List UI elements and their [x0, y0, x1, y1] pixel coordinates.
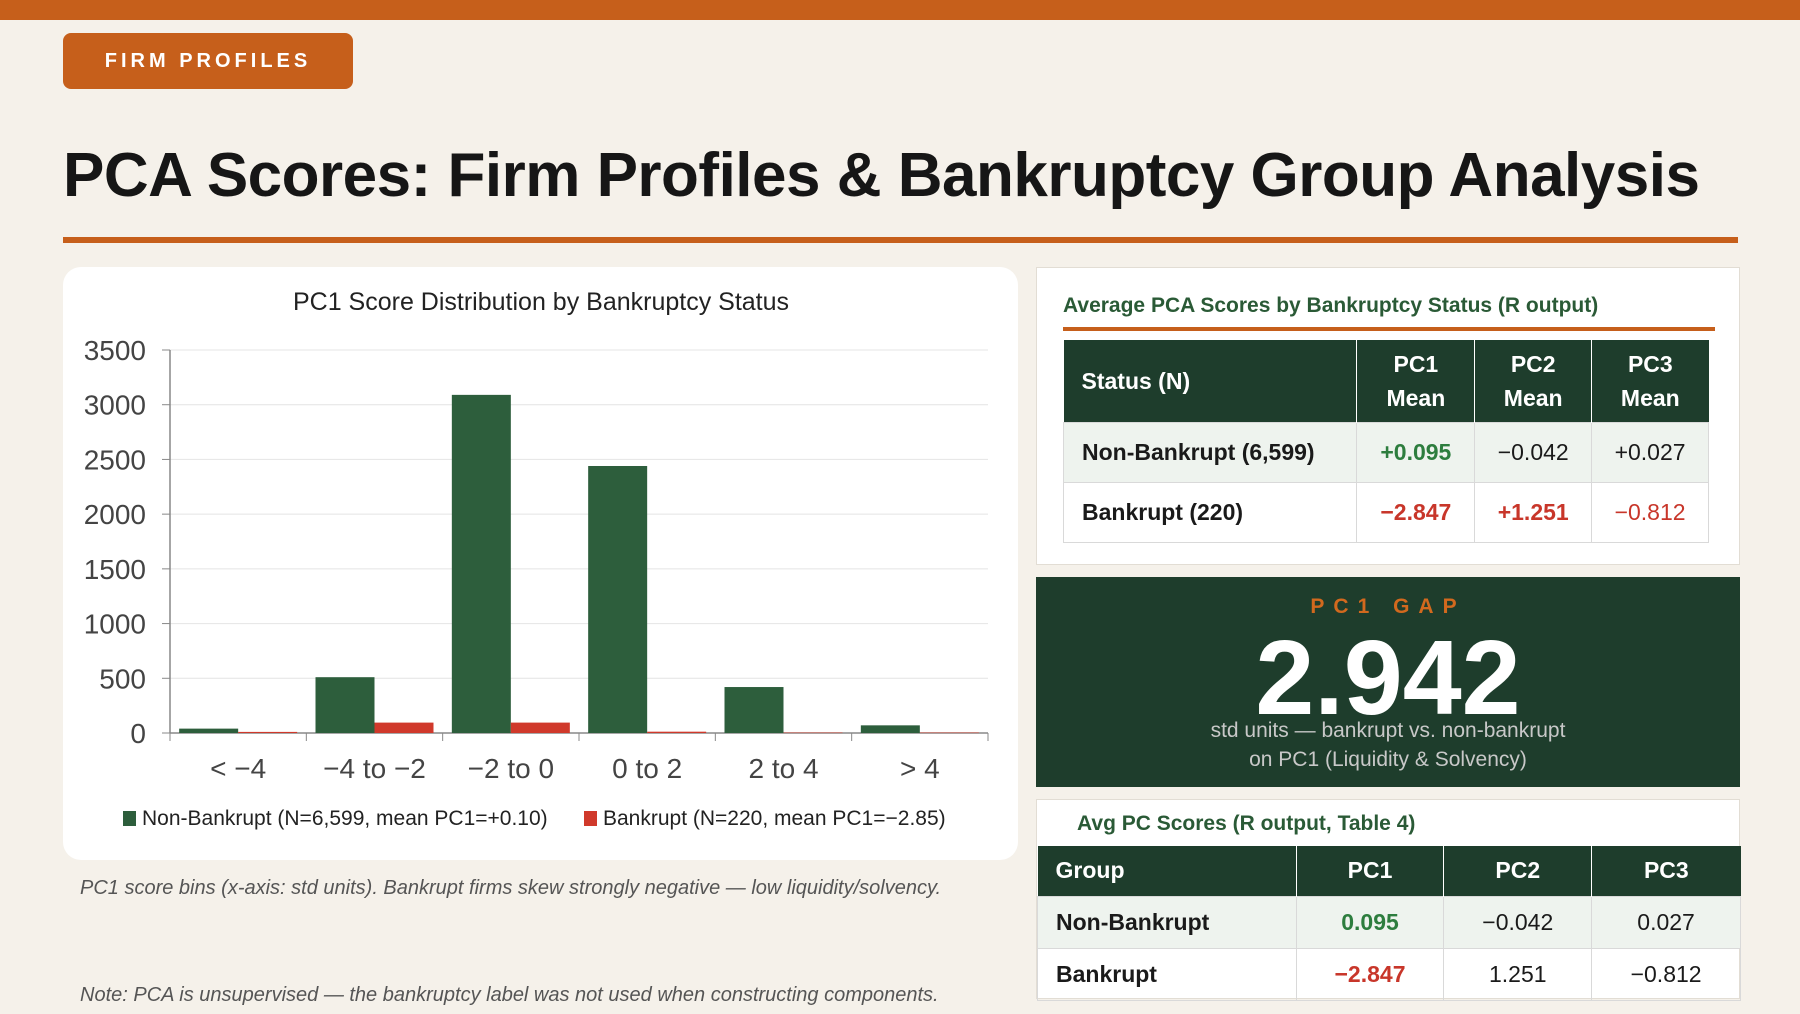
- y-tick-label: 0: [130, 718, 146, 749]
- table-row: Non-Bankrupt (6,599) +0.095 −0.042 +0.02…: [1062, 421, 1709, 483]
- cell-value: +1.251: [1474, 481, 1593, 543]
- cell-value: 1.251: [1443, 947, 1593, 1001]
- chart-card: PC1 Score Distribution by Bankruptcy Sta…: [63, 267, 1018, 860]
- table-header-row: Status (N) PC1 Mean PC2 Mean PC3 Mean: [1063, 340, 1709, 422]
- bar-bankrupt: [783, 732, 843, 734]
- bar-bankrupt: [374, 722, 434, 733]
- y-tick-label: 1500: [84, 554, 146, 585]
- cell-value: −0.042: [1474, 421, 1593, 483]
- x-tick-label: 0 to 2: [612, 753, 682, 784]
- bar-non-bankrupt: [588, 465, 648, 733]
- bar-non-bankrupt: [724, 687, 784, 733]
- table4-title: Avg PC Scores (R output, Table 4): [1077, 812, 1416, 835]
- x-tick-label: > 4: [900, 753, 940, 784]
- avg-scores-title: Average PCA Scores by Bankruptcy Status …: [1063, 294, 1599, 317]
- bar-bankrupt: [510, 722, 570, 733]
- cell-value: −0.812: [1591, 481, 1709, 543]
- y-tick-label: 3000: [84, 390, 146, 421]
- table4-card: Avg PC Scores (R output, Table 4) Group …: [1036, 799, 1741, 1001]
- pc1-distribution-chart: PC1 Score Distribution by Bankruptcy Sta…: [84, 288, 989, 830]
- section-pill: FIRM PROFILES: [63, 33, 353, 89]
- table4: Group PC1 PC2 PC3 Non-Bankrupt 0.095 −0.…: [1037, 846, 1741, 1001]
- header-group: Group: [1037, 846, 1297, 896]
- header-status: Status (N): [1063, 340, 1358, 422]
- x-tick-label: −2 to 0: [468, 753, 554, 784]
- footnote: Note: PCA is unsupervised — the bankrupt…: [80, 984, 939, 1006]
- avg-scores-table: Status (N) PC1 Mean PC2 Mean PC3 Mean Non-B…: [1062, 340, 1709, 543]
- pc1-gap-panel: PC1 GAP 2.942 std units — bankrupt vs. n…: [1036, 577, 1740, 787]
- cell-value: −2.847: [1295, 947, 1445, 1001]
- x-tick-label: 2 to 4: [748, 753, 818, 784]
- y-tick-label: 500: [99, 663, 146, 694]
- cell-value: 0.095: [1295, 895, 1445, 949]
- table-row: Non-Bankrupt 0.095 −0.042 0.027: [1037, 895, 1741, 949]
- header-pc3-mean: Mean: [1620, 384, 1680, 411]
- chart-caption: PC1 score bins (x-axis: std units). Bank…: [80, 877, 942, 899]
- x-tick-label: < −4: [210, 753, 266, 784]
- table-row: Bankrupt −2.847 1.251 −0.812: [1037, 947, 1741, 1001]
- gap-subtitle-2: on PC1 (Liquidity & Solvency): [1249, 748, 1527, 771]
- header-pc2: PC2: [1443, 846, 1593, 896]
- header-pc3: PC3: [1591, 846, 1741, 896]
- row-label: Bankrupt (220): [1062, 481, 1358, 543]
- header-pc2: PC2 Mean: [1474, 340, 1593, 422]
- bar-bankrupt: [919, 732, 979, 734]
- header-pc2-name: PC2: [1510, 350, 1556, 377]
- table-header-row: Group PC1 PC2 PC3: [1037, 846, 1741, 896]
- header-pc2-mean: Mean: [1503, 384, 1563, 411]
- y-tick-label: 2000: [84, 499, 146, 530]
- bar-bankrupt: [647, 731, 707, 733]
- header-pc1: PC1: [1296, 846, 1445, 896]
- cell-value: −0.042: [1443, 895, 1593, 949]
- cell-value: +0.095: [1356, 421, 1476, 483]
- cell-value: 0.027: [1591, 895, 1741, 949]
- header-pc1-name: PC1: [1393, 350, 1439, 377]
- header-pc3: PC3 Mean: [1591, 340, 1709, 422]
- title-divider: [63, 237, 1738, 243]
- gap-subtitle-1: std units — bankrupt vs. non-bankrupt: [1210, 719, 1566, 742]
- page-title: PCA Scores: Firm Profiles & Bankruptcy G…: [63, 141, 1700, 210]
- legend-swatch-non-bankrupt: [123, 811, 136, 826]
- bar-non-bankrupt: [860, 725, 920, 733]
- cell-value: +0.027: [1591, 421, 1709, 483]
- x-tick-label: −4 to −2: [323, 753, 426, 784]
- avg-scores-underline: [1063, 327, 1715, 331]
- row-label: Non-Bankrupt: [1037, 895, 1297, 949]
- legend-swatch-bankrupt: [584, 811, 597, 826]
- cell-value: −2.847: [1356, 481, 1476, 543]
- gap-value: 2.942: [1255, 619, 1521, 737]
- bar-non-bankrupt: [451, 394, 511, 733]
- header-pc3-name: PC3: [1627, 350, 1673, 377]
- bar-non-bankrupt: [179, 728, 239, 733]
- legend-label-non-bankrupt: Non-Bankrupt (N=6,599, mean PC1=+0.10): [142, 807, 548, 830]
- gap-label: PC1 GAP: [1310, 595, 1466, 618]
- table-row: Bankrupt (220) −2.847 +1.251 −0.812: [1062, 481, 1709, 543]
- bar-bankrupt: [238, 731, 298, 733]
- legend-label-bankrupt: Bankrupt (N=220, mean PC1=−2.85): [603, 807, 946, 830]
- avg-scores-card: Average PCA Scores by Bankruptcy Status …: [1036, 267, 1740, 565]
- y-tick-label: 3500: [84, 335, 146, 366]
- header-pc1: PC1 Mean: [1356, 340, 1476, 422]
- header-pc1-mean: Mean: [1386, 384, 1446, 411]
- y-tick-label: 1000: [84, 609, 146, 640]
- y-tick-label: 2500: [84, 444, 146, 475]
- top-accent-bar: [0, 0, 1800, 20]
- row-label: Bankrupt: [1037, 947, 1297, 1001]
- row-label: Non-Bankrupt (6,599): [1062, 421, 1358, 483]
- bar-non-bankrupt: [315, 677, 375, 733]
- chart-title: PC1 Score Distribution by Bankruptcy Sta…: [293, 288, 789, 316]
- cell-value: −0.812: [1591, 947, 1741, 1001]
